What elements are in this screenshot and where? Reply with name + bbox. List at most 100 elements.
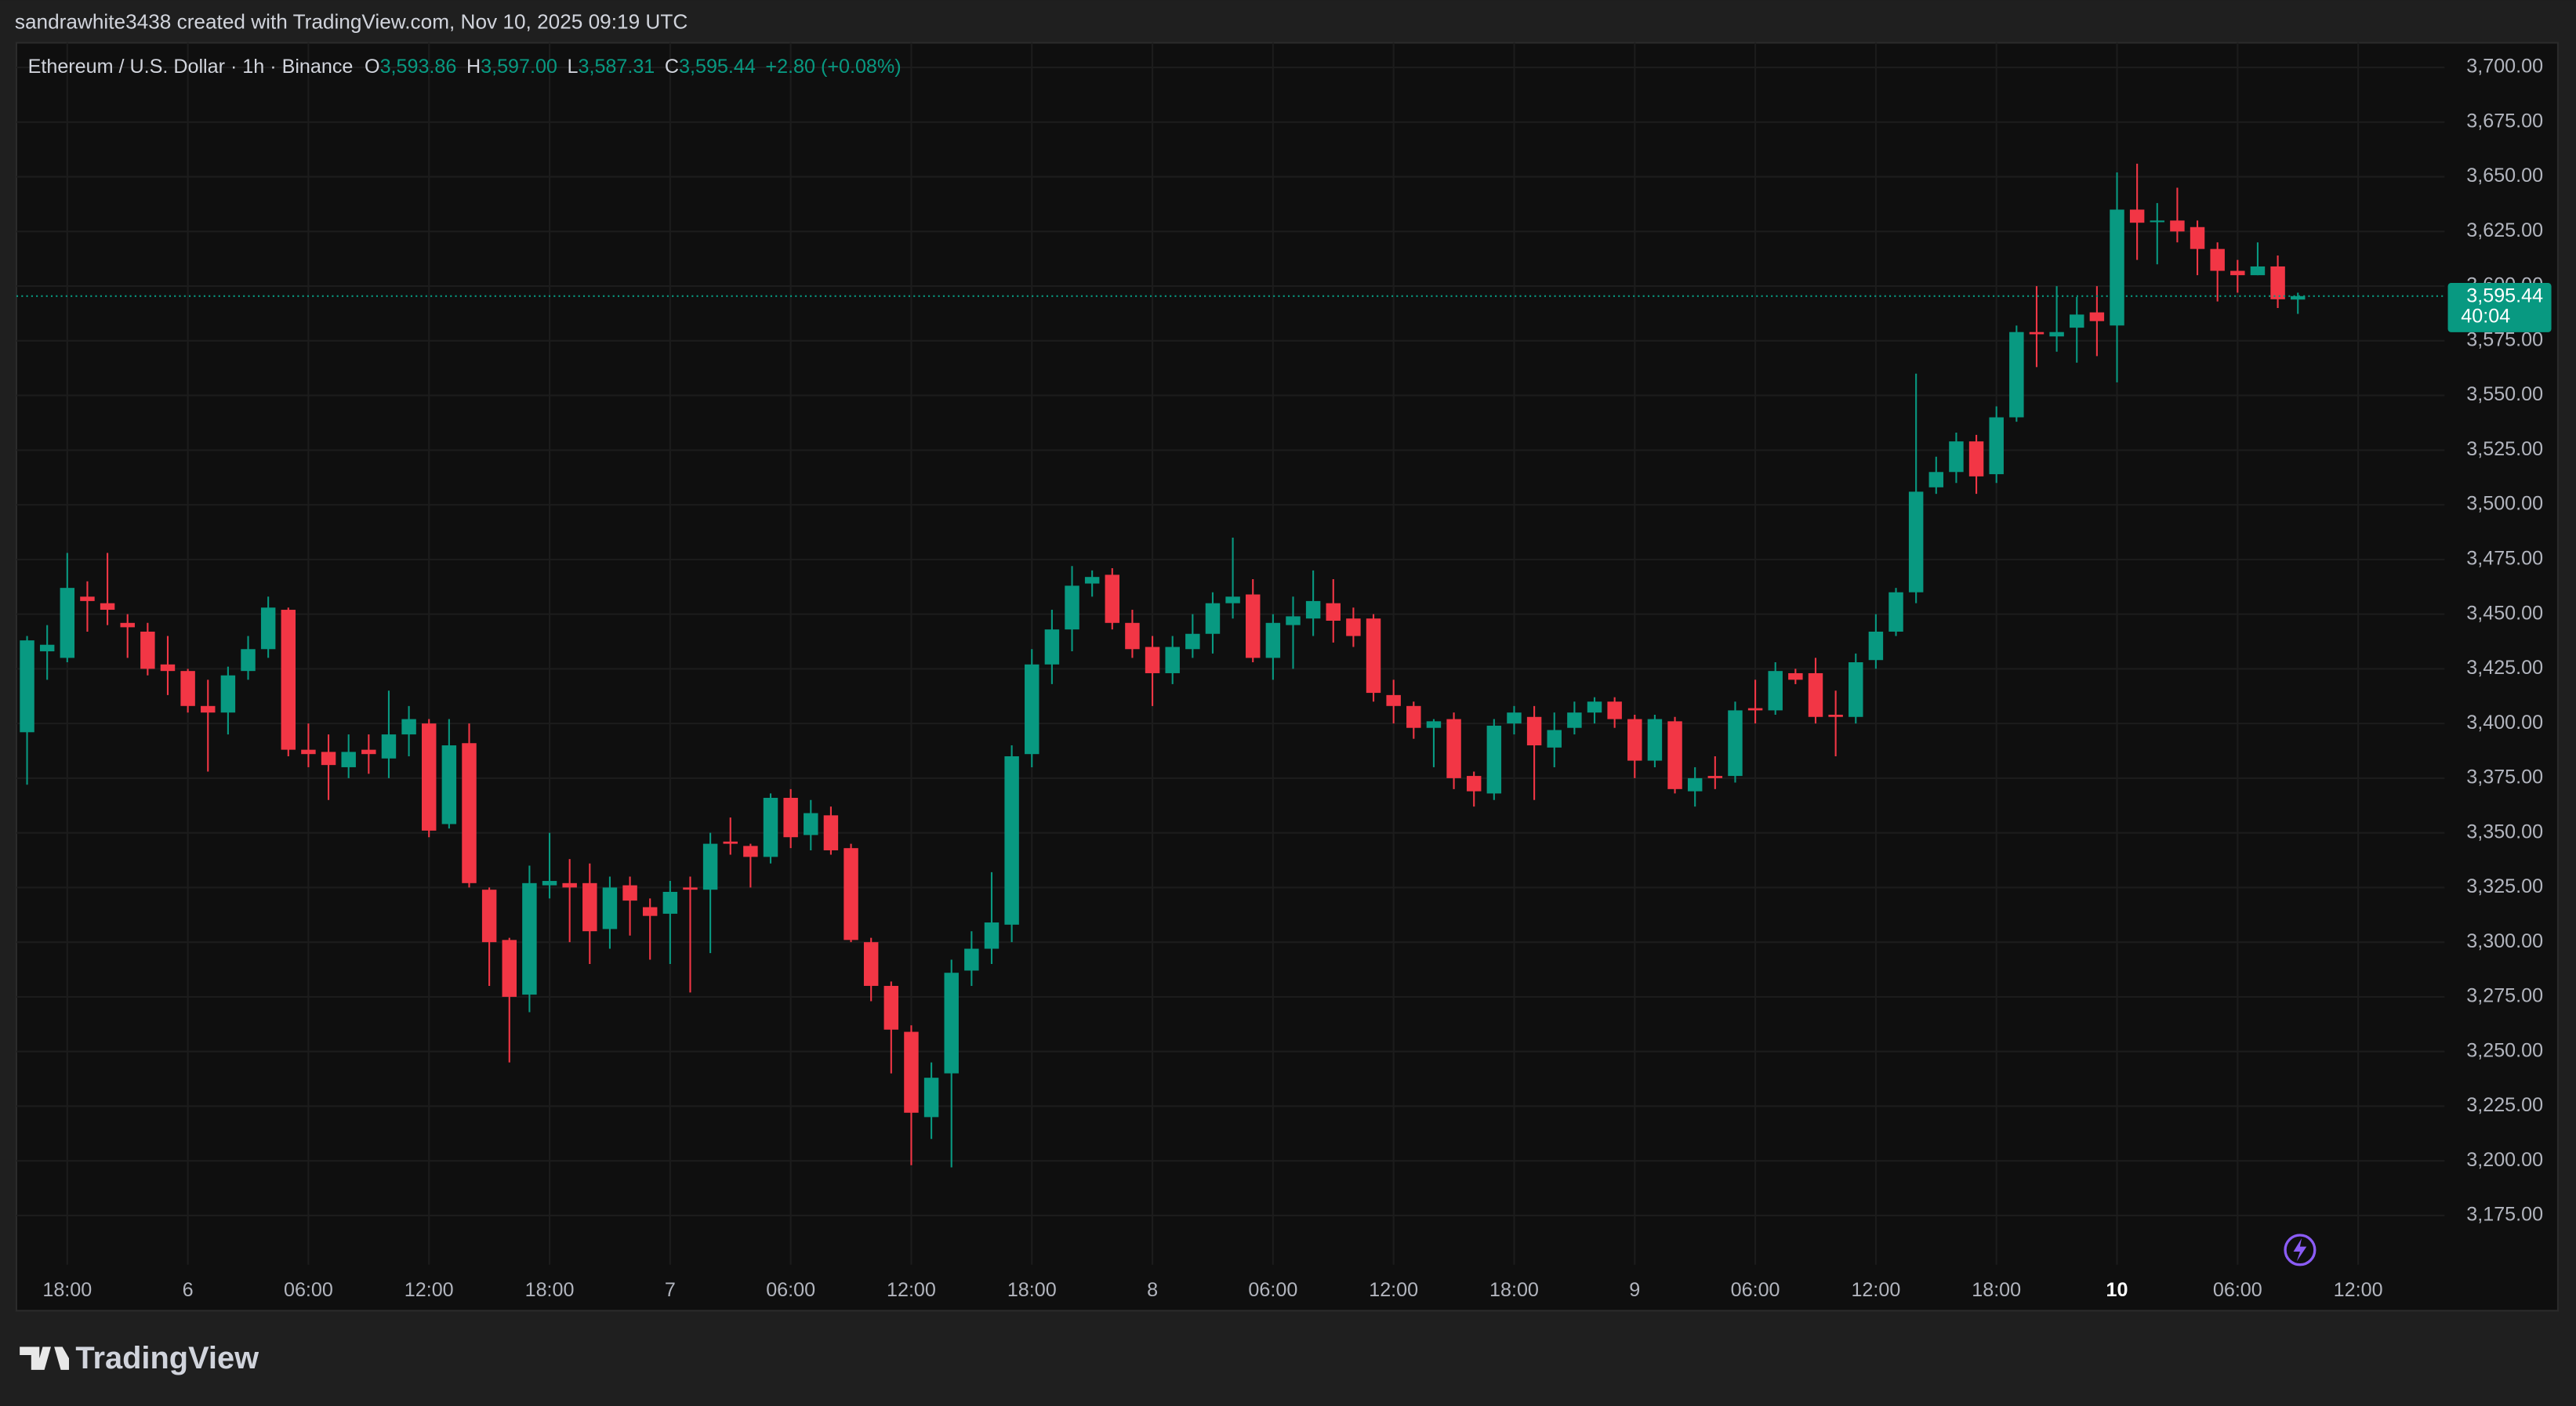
candle-body	[1707, 776, 1723, 778]
candle-body	[702, 843, 718, 890]
candle-body	[1426, 721, 1442, 728]
watermark-icon	[2284, 1234, 2317, 1266]
candle-body	[220, 675, 236, 713]
candle-body	[1808, 672, 1823, 717]
x-tick-label: 12:00	[1369, 1279, 1418, 1301]
y-tick-label: 3,475.00	[2466, 548, 2543, 570]
candle-body	[542, 881, 557, 886]
candle-body	[522, 882, 537, 995]
x-tick-label: 06:00	[284, 1279, 333, 1301]
candle-body	[1065, 585, 1079, 630]
y-tick-label: 3,550.00	[2466, 383, 2543, 405]
candle-body	[39, 644, 55, 652]
y-tick-label: 3,500.00	[2466, 493, 2543, 515]
candle-body	[1547, 730, 1562, 748]
candle-body	[100, 603, 115, 611]
candle-body	[120, 622, 135, 628]
candle-body	[140, 631, 155, 669]
candle-body	[1667, 721, 1682, 789]
y-tick-label: 3,625.00	[2466, 219, 2543, 241]
candle-body	[2230, 270, 2245, 276]
candle-body	[804, 813, 818, 835]
candle-body	[683, 887, 698, 890]
icon-circle	[2284, 1234, 2317, 1266]
candle-body	[422, 723, 437, 831]
candle-body	[1968, 441, 1984, 477]
candle-body	[1768, 671, 1783, 711]
candle-body	[1165, 647, 1180, 673]
logo-text: TradingView	[75, 1341, 259, 1375]
y-tick-label: 3,325.00	[2466, 875, 2543, 897]
legend-label: L	[568, 56, 579, 78]
x-tick-label: 12:00	[2334, 1279, 2383, 1301]
candle-body	[1949, 441, 1964, 473]
candle-body	[1386, 694, 1401, 706]
candle-body	[984, 922, 1000, 949]
candle-body	[1084, 577, 1100, 584]
price-tag-box	[2447, 283, 2552, 332]
y-tick-label: 3,300.00	[2466, 930, 2543, 952]
candle-body	[1466, 776, 1482, 792]
y-tick-label: 3,450.00	[2466, 602, 2543, 624]
candle-body	[1025, 664, 1039, 755]
y-tick-label: 3,650.00	[2466, 165, 2543, 187]
candle-body	[2170, 220, 2185, 232]
x-tick-label: 06:00	[766, 1279, 815, 1301]
candle-body	[763, 798, 778, 857]
candle-body	[2089, 312, 2105, 321]
candle-body	[481, 890, 497, 943]
candle-body	[1868, 631, 1884, 661]
x-tick-label: 10	[2106, 1279, 2128, 1301]
y-tick-label: 3,400.00	[2466, 712, 2543, 734]
legend: Ethereum / U.S. Dollar · 1h · Binance O3,…	[28, 56, 902, 78]
y-tick-label: 3,700.00	[2466, 56, 2543, 78]
x-tick-label: 12:00	[405, 1279, 454, 1301]
candle-body	[1788, 672, 1803, 680]
candle-body	[1185, 633, 1200, 650]
x-tick-label: 06:00	[1731, 1279, 1780, 1301]
legend-value: 3,587.31	[578, 56, 655, 78]
candle-body	[1105, 574, 1120, 623]
y-tick-label: 3,275.00	[2466, 985, 2543, 1007]
logo-mark	[20, 1346, 70, 1370]
x-tick-label: 18:00	[1972, 1279, 2021, 1301]
candle-body	[1326, 603, 1341, 621]
candle-body	[361, 749, 376, 755]
legend-value: 3,597.00	[481, 56, 557, 78]
candle-body	[662, 891, 678, 914]
candle-body	[964, 948, 979, 971]
candle-body	[1125, 622, 1140, 650]
candle-body	[1286, 616, 1301, 625]
legend-label: H	[466, 56, 481, 78]
candle-body	[502, 940, 517, 997]
candle-body	[883, 985, 899, 1030]
candle-body	[2049, 332, 2064, 337]
candle-body	[2270, 266, 2285, 299]
candle-body	[1587, 701, 1602, 713]
y-tick-label: 3,525.00	[2466, 438, 2543, 460]
price-tag-price: 3,595.44	[2466, 285, 2543, 307]
candle-body	[341, 752, 356, 767]
x-tick-label: 06:00	[2213, 1279, 2262, 1301]
y-tick-label: 3,425.00	[2466, 657, 2543, 679]
y-tick-label: 3,575.00	[2466, 328, 2543, 350]
y-tick-label: 3,350.00	[2466, 821, 2543, 843]
logo: TradingView	[20, 1341, 259, 1375]
candle-body	[241, 649, 256, 672]
x-tick-label: 06:00	[1248, 1279, 1297, 1301]
legend-title: Ethereum / U.S. Dollar · 1h · Binance	[28, 56, 354, 78]
candle-body	[1366, 618, 1381, 694]
candle-body	[2129, 209, 2145, 223]
candle-body	[160, 664, 176, 672]
x-tick-label: 6	[183, 1279, 194, 1301]
candle-body	[1526, 716, 1542, 746]
candle-body	[401, 719, 416, 735]
candle-body	[2250, 266, 2266, 276]
candle-body	[2290, 295, 2306, 300]
y-tick-label: 3,200.00	[2466, 1149, 2543, 1171]
candle-body	[602, 887, 618, 929]
candle-body	[180, 671, 195, 706]
icon-bolt	[2293, 1238, 2307, 1262]
candle-body	[1446, 719, 1461, 778]
candle-body	[1747, 708, 1763, 711]
